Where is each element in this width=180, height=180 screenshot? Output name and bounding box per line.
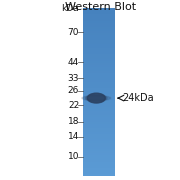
Bar <box>83 65 115 67</box>
Bar <box>83 12 115 14</box>
Bar <box>83 159 115 162</box>
Bar <box>83 119 115 122</box>
Bar <box>83 134 115 136</box>
Bar <box>83 92 115 94</box>
Bar <box>83 115 115 118</box>
Bar <box>83 18 115 21</box>
Bar <box>83 35 115 38</box>
Bar <box>83 84 115 86</box>
Bar <box>83 58 115 61</box>
Bar <box>83 8 115 10</box>
Bar <box>83 121 115 124</box>
Bar <box>83 54 115 57</box>
Bar <box>83 94 115 96</box>
Bar <box>83 29 115 31</box>
Text: 44: 44 <box>68 58 79 67</box>
Bar <box>83 170 115 172</box>
Bar <box>83 174 115 176</box>
Bar <box>83 140 115 143</box>
Bar <box>83 41 115 44</box>
Bar <box>83 161 115 164</box>
Bar <box>83 107 115 109</box>
Bar <box>83 14 115 17</box>
Bar <box>83 157 115 160</box>
Text: 33: 33 <box>68 74 79 83</box>
Text: kDa: kDa <box>62 4 79 13</box>
Ellipse shape <box>87 93 105 103</box>
Bar <box>83 126 115 128</box>
Bar <box>83 75 115 78</box>
Bar <box>83 16 115 19</box>
Bar <box>83 153 115 155</box>
Bar <box>83 46 115 48</box>
Bar <box>83 136 115 139</box>
Bar <box>83 79 115 82</box>
Text: 14: 14 <box>68 132 79 141</box>
Bar <box>83 73 115 75</box>
Bar <box>83 98 115 101</box>
Bar <box>83 71 115 73</box>
Text: 24kDa: 24kDa <box>122 93 154 103</box>
Text: 26: 26 <box>68 86 79 95</box>
Bar <box>83 60 115 63</box>
Bar <box>83 117 115 120</box>
Bar <box>83 39 115 42</box>
Bar <box>83 149 115 151</box>
Text: Western Blot: Western Blot <box>65 2 136 12</box>
Text: 18: 18 <box>68 117 79 126</box>
Text: 10: 10 <box>68 152 79 161</box>
Bar <box>83 96 115 99</box>
Bar <box>83 33 115 35</box>
Ellipse shape <box>82 96 111 101</box>
Bar <box>83 113 115 115</box>
Bar <box>83 132 115 134</box>
Bar <box>83 151 115 153</box>
Bar <box>83 50 115 52</box>
Bar <box>83 100 115 103</box>
Bar <box>83 130 115 132</box>
Bar <box>83 86 115 88</box>
Bar <box>83 123 115 126</box>
Bar <box>83 44 115 46</box>
Bar <box>83 37 115 40</box>
Bar <box>83 168 115 170</box>
Bar <box>83 138 115 141</box>
Bar <box>83 102 115 105</box>
Bar <box>83 90 115 92</box>
Bar <box>83 81 115 84</box>
Bar <box>83 77 115 80</box>
Bar <box>83 109 115 111</box>
Bar <box>83 27 115 29</box>
Bar <box>83 142 115 145</box>
Bar <box>83 62 115 65</box>
Bar <box>83 147 115 149</box>
Bar <box>83 88 115 90</box>
Bar <box>83 111 115 113</box>
Bar <box>83 155 115 158</box>
Bar <box>83 105 115 107</box>
Bar <box>83 20 115 23</box>
Bar <box>83 31 115 33</box>
Bar <box>83 48 115 50</box>
Bar <box>83 25 115 27</box>
Bar <box>83 166 115 168</box>
Bar <box>83 56 115 59</box>
Bar <box>83 145 115 147</box>
Bar <box>83 163 115 166</box>
Bar <box>83 67 115 69</box>
Bar <box>83 69 115 71</box>
Bar <box>83 52 115 54</box>
Bar <box>83 10 115 12</box>
Text: 22: 22 <box>68 101 79 110</box>
Bar <box>83 22 115 25</box>
Ellipse shape <box>86 95 107 102</box>
Text: 70: 70 <box>68 28 79 37</box>
Bar <box>83 128 115 130</box>
Bar <box>83 172 115 174</box>
